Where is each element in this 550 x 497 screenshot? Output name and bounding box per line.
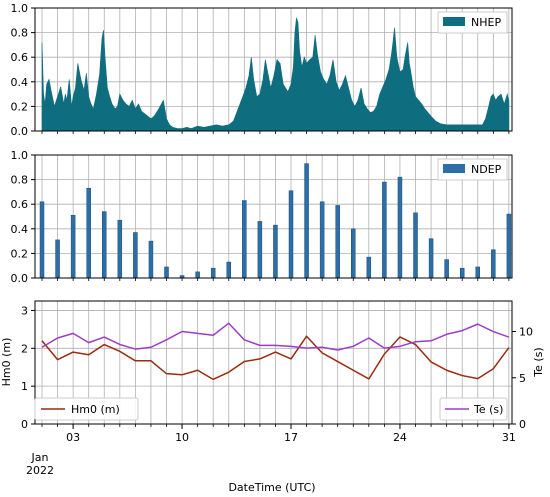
y-tick-label: 0.4 — [11, 223, 29, 236]
nhep-legend-label: NHEP — [471, 16, 501, 29]
hm0-series-line — [41, 335, 510, 381]
y-tick-label: 0.6 — [11, 198, 29, 211]
month-label: Jan — [31, 451, 49, 464]
x-tick-label: 10 — [175, 431, 189, 444]
ndep-bar — [148, 240, 154, 279]
x-tick-label: 03 — [66, 431, 80, 444]
ndep-bar — [257, 221, 263, 279]
te-axis-label: Te (s) — [532, 347, 545, 377]
ndep-bar — [70, 215, 76, 279]
y-tick-label: 1 — [21, 380, 28, 393]
ndep-legend: NDEP — [437, 158, 508, 181]
y-tick-label: 0.6 — [11, 51, 29, 64]
nhep-series-area — [41, 17, 510, 132]
ndep-bar — [55, 239, 60, 279]
wave-lines — [41, 322, 510, 381]
y-tick-label: 1.0 — [11, 2, 29, 15]
y-tick-label: 1.0 — [11, 149, 29, 162]
nhep-panel: 0.0 0.2 0.4 0.6 0.8 1.0 NHEP — [11, 2, 513, 138]
te-tick-label: 0 — [519, 418, 526, 431]
y-tick-label: 0.0 — [11, 125, 29, 138]
ndep-y-ticks: 0.0 0.2 0.4 0.6 0.8 1.0 — [11, 149, 510, 285]
y-tick-label: 0.0 — [11, 272, 29, 285]
hm0-legend-box — [34, 397, 139, 421]
ndep-bar — [413, 212, 418, 279]
hm0-legend: Hm0 (m) — [34, 397, 139, 421]
ndep-bars — [39, 163, 512, 279]
y-tick-label: 0.2 — [11, 247, 29, 260]
te-tick-label: 5 — [519, 372, 526, 385]
ndep-bar — [475, 266, 481, 279]
hm0-legend-label: Hm0 (m) — [71, 403, 120, 416]
ndep-bar — [397, 176, 403, 279]
ndep-bar — [133, 232, 138, 279]
nhep-y-ticks: 0.0 0.2 0.4 0.6 0.8 1.0 — [11, 2, 510, 138]
te-series-line — [41, 322, 510, 351]
te-legend-label: Te (s) — [473, 403, 503, 416]
ndep-bar — [366, 256, 372, 279]
y-tick-label: 0.8 — [11, 174, 29, 187]
y-tick-label: 3 — [21, 304, 28, 317]
x-axis-label: DateTime (UTC) — [228, 481, 315, 494]
hm0-axis-label: Hm0 (m) — [0, 338, 13, 387]
ndep-bar — [444, 259, 449, 279]
y-tick-label: 0.8 — [11, 27, 29, 40]
ndep-bar — [319, 201, 325, 279]
ndep-bar — [288, 190, 294, 279]
date-x-ticks: 03 10 17 24 31 — [66, 424, 516, 444]
ndep-bar — [242, 200, 247, 279]
ndep-legend-swatch — [443, 164, 465, 173]
ndep-bar — [491, 249, 496, 279]
ndep-bar — [164, 266, 169, 279]
ndep-bar — [459, 267, 465, 279]
wave-frame — [34, 300, 513, 425]
ndep-frame — [34, 154, 513, 279]
ndep-bar — [226, 261, 232, 279]
ndep-bar — [195, 271, 200, 279]
ndep-bar — [273, 224, 278, 279]
ndep-bar — [351, 228, 356, 279]
ndep-bar — [39, 201, 45, 279]
x-tick-label: 24 — [393, 431, 407, 444]
te-legend-box — [439, 397, 508, 421]
y-tick-label: 0 — [21, 418, 28, 431]
nhep-legend: NHEP — [437, 11, 508, 34]
ndep-panel: 0.0 0.2 0.4 0.6 0.8 1.0 NDEP — [11, 149, 513, 285]
ndep-bar — [117, 219, 123, 279]
ndep-bar — [428, 238, 434, 279]
ndep-bar — [335, 205, 340, 279]
te-y-ticks: 0 5 10 — [512, 326, 533, 431]
ndep-bar — [102, 211, 107, 279]
y-tick-label: 2 — [21, 342, 28, 355]
te-tick-label: 10 — [519, 326, 533, 339]
year-label: 2022 — [26, 464, 54, 477]
ndep-bar — [304, 163, 309, 279]
nhep-frame — [34, 7, 513, 132]
nhep-area — [41, 17, 510, 132]
y-tick-label: 0.4 — [11, 76, 29, 89]
ndep-bar — [506, 213, 512, 279]
x-tick-label: 17 — [284, 431, 298, 444]
x-tick-label: 31 — [502, 431, 516, 444]
ndep-legend-label: NDEP — [471, 163, 502, 176]
ndep-bar — [86, 187, 91, 279]
ndep-bar — [210, 267, 216, 279]
ndep-bar — [382, 181, 387, 279]
te-legend: Te (s) — [439, 397, 508, 421]
y-tick-label: 0.2 — [11, 100, 29, 113]
nhep-legend-swatch — [443, 17, 465, 26]
